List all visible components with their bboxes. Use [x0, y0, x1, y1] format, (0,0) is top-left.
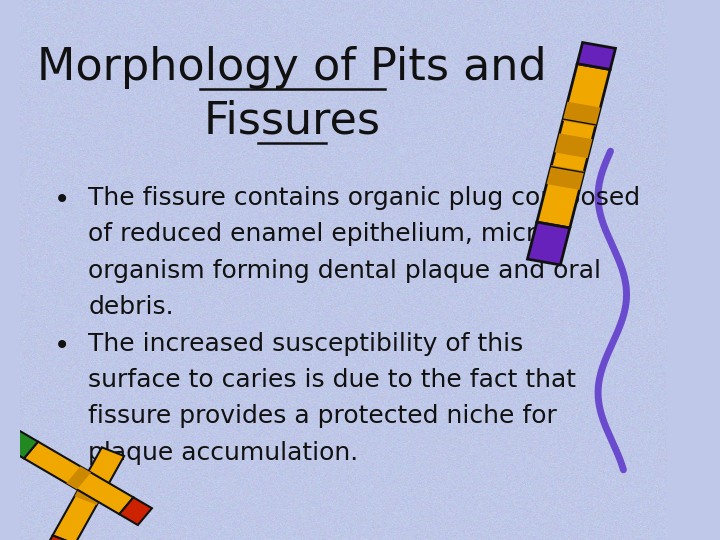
Polygon shape — [74, 487, 102, 505]
Polygon shape — [43, 536, 75, 540]
Text: Morphology of Pits and: Morphology of Pits and — [37, 46, 547, 89]
Text: •: • — [55, 332, 71, 360]
Text: Fissures: Fissures — [204, 100, 381, 143]
Polygon shape — [53, 447, 124, 540]
Text: fissure provides a protected niche for: fissure provides a protected niche for — [89, 404, 557, 428]
Polygon shape — [546, 165, 585, 190]
Polygon shape — [577, 43, 616, 70]
Text: plaque accumulation.: plaque accumulation. — [89, 441, 359, 464]
Text: •: • — [55, 186, 71, 214]
Polygon shape — [66, 467, 91, 489]
Polygon shape — [24, 442, 133, 514]
Polygon shape — [537, 64, 610, 228]
Polygon shape — [563, 102, 600, 126]
Text: surface to caries is due to the fact that: surface to caries is due to the fact tha… — [89, 368, 577, 392]
Text: The fissure contains organic plug composed: The fissure contains organic plug compos… — [89, 186, 641, 210]
Polygon shape — [5, 431, 38, 458]
Polygon shape — [554, 133, 593, 158]
Polygon shape — [528, 222, 570, 265]
Text: The increased susceptibility of this: The increased susceptibility of this — [89, 332, 523, 356]
Text: debris.: debris. — [89, 295, 174, 319]
Text: of reduced enamel epithelium, micro-: of reduced enamel epithelium, micro- — [89, 222, 561, 246]
Text: organism forming dental plaque and oral: organism forming dental plaque and oral — [89, 259, 601, 282]
Polygon shape — [120, 497, 152, 525]
